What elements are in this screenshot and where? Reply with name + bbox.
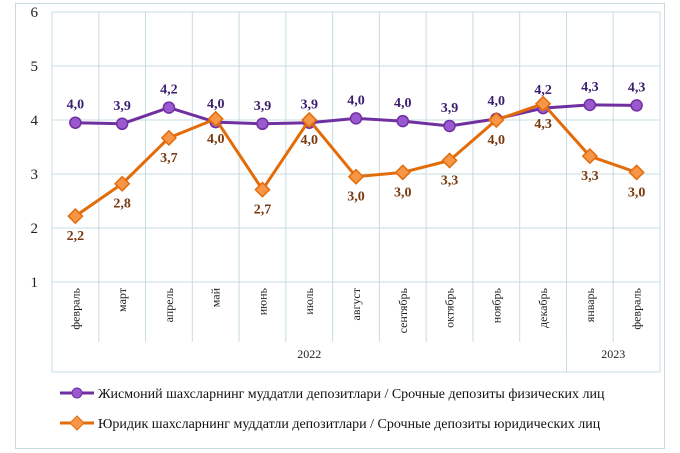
x-tick-label: июль — [302, 287, 316, 314]
x-tick-label: февраль — [68, 287, 82, 329]
data-label: 2,8 — [113, 197, 131, 212]
x-tick-label: ноябрь — [489, 287, 503, 323]
x-tick-label: июнь — [255, 287, 269, 315]
data-label: 3,3 — [581, 169, 599, 184]
data-label: 4,0 — [300, 133, 318, 148]
data-point — [441, 152, 458, 169]
legend-marker — [71, 387, 83, 399]
x-tick-label: февраль — [630, 287, 644, 329]
data-point — [581, 148, 598, 165]
data-point — [534, 95, 552, 112]
x-tick-label: май — [209, 287, 223, 307]
data-point — [69, 116, 82, 129]
data-label: 4,0 — [207, 132, 225, 147]
data-point — [347, 168, 365, 185]
legend-entry: Жисмоний шахсларнинг муддатли депозитлар… — [98, 387, 605, 402]
data-label: 4,3 — [628, 80, 646, 95]
data-label: 3,0 — [394, 185, 412, 200]
y-tick-label: 4 — [31, 113, 39, 129]
legend-entry: Юридик шахсларнинг муддатли депозитлари … — [98, 417, 601, 432]
data-point — [67, 207, 84, 225]
y-tick-label: 2 — [31, 221, 39, 237]
year-label: 2023 — [601, 347, 625, 361]
data-point — [583, 98, 597, 112]
y-tick-label: 3 — [31, 167, 39, 183]
x-tick-label: сентябрь — [396, 287, 410, 333]
data-point — [301, 111, 318, 129]
data-point — [349, 112, 363, 125]
data-point — [628, 164, 645, 181]
data-point — [115, 117, 129, 131]
data-point — [114, 175, 131, 192]
x-tick-label: март — [115, 287, 129, 312]
data-point — [488, 111, 505, 129]
x-tick-label: январь — [583, 287, 597, 322]
data-label: 3,0 — [347, 190, 365, 205]
data-point — [394, 164, 411, 181]
data-label: 4,2 — [160, 83, 178, 98]
data-label: 4,3 — [581, 80, 599, 95]
y-tick-label: 6 — [31, 5, 39, 21]
chart-frame — [15, 3, 665, 449]
data-point — [162, 101, 176, 114]
y-tick-label: 5 — [31, 59, 39, 75]
data-label: 3,3 — [441, 174, 459, 189]
year-label: 2022 — [297, 347, 321, 361]
data-point — [256, 117, 269, 131]
data-label: 3,9 — [300, 98, 318, 113]
data-label: 3,9 — [254, 99, 272, 114]
data-label: 4,0 — [207, 97, 225, 112]
x-tick-label: апрель — [162, 287, 176, 322]
data-label: 3,9 — [441, 101, 459, 116]
data-label: 4,0 — [347, 93, 365, 108]
data-point — [396, 114, 410, 128]
data-label: 4,0 — [394, 96, 412, 111]
data-label: 3,9 — [113, 99, 131, 114]
data-point — [160, 129, 178, 146]
data-point — [254, 181, 271, 198]
data-label: 4,0 — [488, 94, 506, 109]
data-point — [443, 119, 456, 133]
data-label: 2,7 — [254, 203, 272, 218]
x-tick-label: октябрь — [443, 287, 457, 327]
y-tick-label: 1 — [31, 275, 39, 291]
data-label: 3,0 — [628, 185, 646, 200]
legend-marker — [69, 415, 85, 431]
data-label: 4,0 — [67, 98, 85, 113]
x-tick-label: декабрь — [536, 287, 550, 328]
data-label: 4,3 — [534, 117, 552, 132]
data-point — [630, 99, 643, 112]
x-tick-label: август — [349, 287, 363, 320]
data-point — [207, 110, 224, 128]
data-label: 4,2 — [534, 83, 552, 98]
data-label: 2,2 — [67, 229, 85, 244]
data-label: 4,0 — [488, 133, 506, 148]
data-label: 3,7 — [160, 151, 178, 166]
